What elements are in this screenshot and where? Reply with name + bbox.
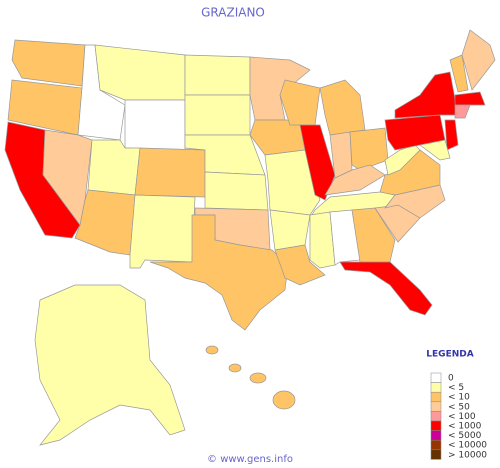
state — [184, 94, 251, 136]
state — [34, 284, 186, 446]
state — [351, 207, 396, 263]
states — [4, 29, 496, 446]
legend: 0< 5< 10< 50< 100< 1000< 5000< 10000> 10… — [430, 372, 487, 460]
state — [299, 124, 336, 201]
legend-label: 0 — [448, 374, 454, 384]
legend-label: < 50 — [448, 402, 470, 412]
legend-label: < 5 — [448, 383, 464, 393]
state — [249, 56, 311, 121]
state — [329, 209, 361, 266]
state — [384, 144, 421, 176]
state — [249, 372, 267, 384]
legend-label: < 1000 — [448, 422, 482, 432]
state — [204, 171, 269, 211]
state — [94, 44, 186, 101]
state — [269, 209, 311, 251]
state — [87, 139, 141, 196]
state — [129, 194, 196, 269]
legend-label: < 10000 — [448, 441, 487, 451]
legend-label: < 10 — [448, 393, 470, 403]
legend-swatch — [430, 401, 442, 412]
state — [184, 54, 251, 96]
state — [419, 139, 451, 161]
state — [454, 91, 486, 106]
legend-swatch — [430, 439, 442, 451]
legend-swatch — [430, 372, 442, 383]
state — [228, 363, 242, 373]
map-title: GRAZIANO — [201, 6, 265, 20]
state — [394, 71, 459, 119]
state — [134, 147, 206, 198]
legend-swatch — [430, 420, 442, 431]
state — [319, 79, 366, 136]
state — [454, 104, 471, 119]
state — [272, 390, 296, 410]
state — [339, 261, 433, 316]
legend-label: < 100 — [448, 412, 476, 422]
state — [309, 211, 336, 269]
footer: © www.gens.info — [207, 454, 293, 465]
legend-swatch — [430, 391, 442, 403]
legend-swatch — [430, 411, 442, 422]
state — [279, 79, 321, 126]
state — [205, 345, 219, 355]
legend-title: LEGENDA — [426, 350, 473, 360]
state — [449, 54, 469, 93]
state — [324, 164, 386, 196]
state — [124, 99, 186, 151]
legend-swatch — [430, 382, 442, 393]
legend-label: > 10000 — [448, 450, 487, 460]
state — [461, 29, 496, 91]
state — [444, 119, 459, 151]
state — [349, 127, 389, 171]
state — [274, 244, 326, 286]
legend-swatch — [430, 430, 442, 441]
state — [11, 39, 86, 87]
legend-swatch — [430, 449, 442, 460]
state — [149, 214, 289, 331]
legend-label: < 5000 — [448, 431, 482, 441]
